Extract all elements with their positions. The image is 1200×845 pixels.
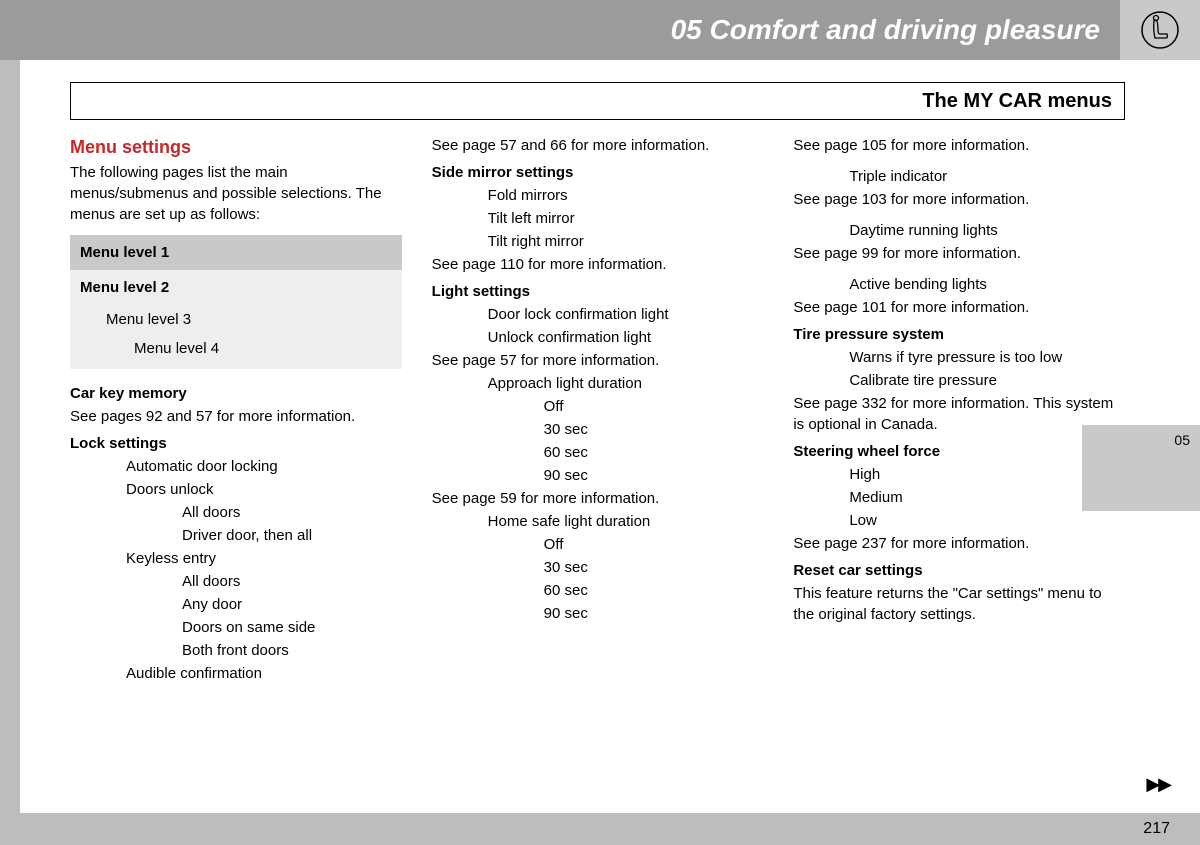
seat-icon	[1140, 10, 1180, 50]
footer-bar: 217	[0, 813, 1200, 845]
doors-unlock: Doors unlock	[70, 479, 402, 500]
menu-level-4: Menu level 4	[70, 334, 402, 369]
see-332: See page 332 for more information. This …	[793, 393, 1125, 435]
swf: Steering wheel force	[793, 441, 1125, 462]
page-number: 217	[1143, 818, 1170, 840]
unlock-conf: Unlock confirmation light	[432, 327, 764, 348]
any-door: Any door	[70, 594, 402, 615]
see-57-66: See page 57 and 66 for more information.	[432, 135, 764, 156]
door-lock-conf: Door lock confirmation light	[432, 304, 764, 325]
driver-then-all: Driver door, then all	[70, 525, 402, 546]
triple-indicator: Triple indicator	[793, 166, 1125, 187]
subheader: The MY CAR menus	[70, 82, 1125, 120]
column-1: Menu settings The following pages list t…	[70, 135, 402, 686]
content-columns: Menu settings The following pages list t…	[70, 135, 1125, 686]
see-105: See page 105 for more information.	[793, 135, 1125, 156]
intro-text: The following pages list the main menus/…	[70, 162, 402, 225]
menu-levels-box: Menu level 1 Menu level 2 Menu level 3 M…	[70, 235, 402, 369]
light-settings: Light settings	[432, 281, 764, 302]
menu-level-2: Menu level 2	[70, 270, 402, 305]
both-front: Both front doors	[70, 640, 402, 661]
see-99: See page 99 for more information.	[793, 243, 1125, 264]
menu-settings-heading: Menu settings	[70, 135, 402, 160]
column-2: See page 57 and 66 for more information.…	[432, 135, 764, 686]
subheader-text: The MY CAR menus	[922, 90, 1112, 112]
keyless-entry: Keyless entry	[70, 548, 402, 569]
audible-confirm: Audible confirmation	[70, 663, 402, 684]
reset-text: This feature returns the "Car settings" …	[793, 583, 1125, 625]
car-key-memory: Car key memory	[70, 383, 402, 404]
see-110: See page 110 for more information.	[432, 254, 764, 275]
see-59: See page 59 for more information.	[432, 488, 764, 509]
column-3: See page 105 for more information. Tripl…	[793, 135, 1125, 686]
approach: Approach light duration	[432, 373, 764, 394]
see-103: See page 103 for more information.	[793, 189, 1125, 210]
menu-level-1: Menu level 1	[70, 235, 402, 270]
see-101: See page 101 for more information.	[793, 297, 1125, 318]
see-57: See page 57 for more information.	[432, 350, 764, 371]
drl: Daytime running lights	[793, 220, 1125, 241]
abl: Active bending lights	[793, 274, 1125, 295]
30sec-b: 30 sec	[432, 557, 764, 578]
same-side: Doors on same side	[70, 617, 402, 638]
side-mirror-settings: Side mirror settings	[432, 162, 764, 183]
off-2: Off	[432, 534, 764, 555]
left-margin	[0, 0, 20, 845]
home-safe: Home safe light duration	[432, 511, 764, 532]
menu-level-3: Menu level 3	[70, 305, 402, 334]
warns: Warns if tyre pressure is too low	[793, 347, 1125, 368]
continue-icon: ▶▶	[1146, 772, 1170, 797]
tps: Tire pressure system	[793, 324, 1125, 345]
low: Low	[793, 510, 1125, 531]
off-1: Off	[432, 396, 764, 417]
section-number: 05	[1174, 431, 1190, 451]
calibrate: Calibrate tire pressure	[793, 370, 1125, 391]
90sec-a: 90 sec	[432, 465, 764, 486]
seat-icon-box	[1120, 0, 1200, 60]
lock-settings: Lock settings	[70, 433, 402, 454]
see-237: See page 237 for more information.	[793, 533, 1125, 554]
all-doors-1: All doors	[70, 502, 402, 523]
header-bar: 05 Comfort and driving pleasure	[0, 0, 1120, 60]
all-doors-2: All doors	[70, 571, 402, 592]
high: High	[793, 464, 1125, 485]
tilt-right: Tilt right mirror	[432, 231, 764, 252]
medium: Medium	[793, 487, 1125, 508]
60sec-a: 60 sec	[432, 442, 764, 463]
30sec-a: 30 sec	[432, 419, 764, 440]
tilt-left: Tilt left mirror	[432, 208, 764, 229]
90sec-b: 90 sec	[432, 603, 764, 624]
see-92-57: See pages 92 and 57 for more information…	[70, 406, 402, 427]
reset: Reset car settings	[793, 560, 1125, 581]
60sec-b: 60 sec	[432, 580, 764, 601]
fold-mirrors: Fold mirrors	[432, 185, 764, 206]
chapter-title: 05 Comfort and driving pleasure	[671, 10, 1100, 49]
auto-door-locking: Automatic door locking	[70, 456, 402, 477]
